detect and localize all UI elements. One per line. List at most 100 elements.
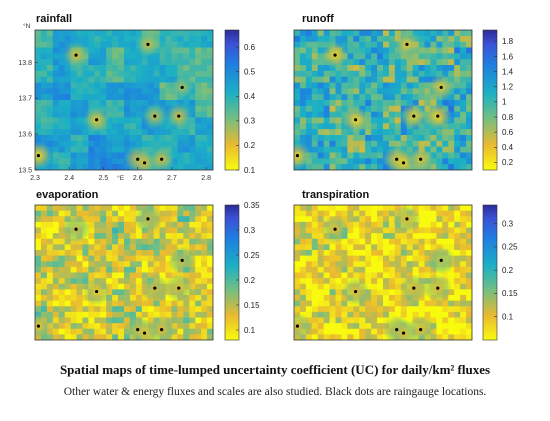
heatmap-cell xyxy=(365,70,372,78)
heatmap-cell xyxy=(311,146,319,154)
heatmap-cell xyxy=(135,233,143,240)
heatmap-cell xyxy=(388,205,396,212)
heatmap-field xyxy=(35,205,213,340)
heatmap-cell xyxy=(195,238,202,245)
heatmap-cell xyxy=(442,30,449,37)
heatmap-cell xyxy=(335,300,343,307)
heatmap-cell xyxy=(165,123,173,130)
heatmap-cell xyxy=(52,65,60,72)
heatmap-cell xyxy=(88,334,95,340)
heatmap-cell xyxy=(294,221,301,229)
heatmap-cell xyxy=(35,272,42,279)
heatmap-cell xyxy=(377,53,384,60)
heatmap-cell xyxy=(365,146,372,154)
heatmap-cell xyxy=(207,317,213,324)
heatmap-cell xyxy=(365,76,372,84)
heatmap-cell xyxy=(46,238,54,245)
colorbar: 0.10.150.20.250.30.35 xyxy=(224,201,260,341)
heatmap-cell xyxy=(460,283,467,290)
heatmap-cell xyxy=(52,47,60,54)
heatmap-cell xyxy=(424,295,432,302)
heatmap-cell xyxy=(46,47,54,54)
heatmap-cell xyxy=(165,210,173,217)
heatmap-cell xyxy=(454,221,461,229)
heatmap-cell xyxy=(323,146,331,154)
heatmap-cell xyxy=(100,323,107,330)
heatmap-cell xyxy=(400,88,408,95)
heatmap-cell xyxy=(448,278,455,285)
heatmap-field xyxy=(294,205,472,340)
heatmap-cell xyxy=(442,272,449,279)
heatmap-cell xyxy=(88,41,95,49)
heatmap-cell xyxy=(76,334,84,340)
heatmap-cell xyxy=(311,59,319,66)
heatmap-cell xyxy=(88,306,95,313)
heatmap-cell xyxy=(305,82,313,89)
heatmap-cell xyxy=(365,88,372,95)
heatmap-cell xyxy=(195,111,202,119)
heatmap-cell xyxy=(329,210,337,217)
heatmap-cell xyxy=(189,266,196,274)
heatmap-cell xyxy=(341,65,348,72)
heatmap-cell xyxy=(94,221,101,229)
heatmap-cell xyxy=(76,111,84,119)
heatmap-cell xyxy=(70,255,78,262)
heatmap-cell xyxy=(88,317,95,324)
heatmap-cell xyxy=(129,53,137,60)
heatmap-cell xyxy=(118,233,125,240)
heatmap-cell xyxy=(195,261,202,268)
heatmap-cell xyxy=(454,250,461,257)
heatmap-cell xyxy=(189,47,196,54)
heatmap-cell xyxy=(147,306,155,313)
heatmap-cell xyxy=(82,140,89,148)
heatmap-cell xyxy=(183,300,190,307)
heatmap-cell xyxy=(365,250,372,257)
heatmap-cell xyxy=(466,272,472,279)
heatmap-cell xyxy=(165,100,173,107)
heatmap-cell xyxy=(207,111,213,119)
heatmap-cell xyxy=(466,227,472,234)
colorbar-tick-label: 0.4 xyxy=(244,92,256,101)
heatmap-cell xyxy=(35,30,42,37)
heatmap-cell xyxy=(159,88,167,95)
heatmap-cell xyxy=(58,233,66,240)
heatmap-cell xyxy=(383,123,390,130)
heatmap-cell xyxy=(317,41,325,49)
heatmap-cell xyxy=(88,233,95,240)
heatmap-cell xyxy=(359,205,366,212)
panel-title: transpiration xyxy=(302,189,370,201)
heatmap-cell xyxy=(466,283,472,290)
heatmap-cell xyxy=(317,111,325,119)
heatmap-cell xyxy=(347,221,354,229)
heatmap-cell xyxy=(412,94,420,101)
heatmap-cell xyxy=(46,123,54,130)
heatmap-cell xyxy=(94,238,101,245)
heatmap-cell xyxy=(329,88,337,95)
heatmap-cell xyxy=(335,30,343,37)
heatmap-cell xyxy=(442,334,449,340)
heatmap-cell xyxy=(371,117,378,124)
heatmap-cell xyxy=(94,311,101,319)
heatmap-cell xyxy=(424,76,432,84)
heatmap-cell xyxy=(311,41,319,49)
heatmap-cell xyxy=(40,233,48,240)
heatmap-cell xyxy=(100,94,107,101)
heatmap-cell xyxy=(454,272,461,279)
heatmap-cell xyxy=(201,117,208,124)
heatmap-cell xyxy=(40,283,48,290)
gauge-halo xyxy=(147,145,176,170)
heatmap-cell xyxy=(305,255,313,262)
heatmap-cell xyxy=(353,70,360,78)
heatmap-cell xyxy=(124,111,131,119)
heatmap-cell xyxy=(124,278,131,285)
heatmap-cell xyxy=(460,306,467,313)
heatmap-cell xyxy=(159,300,167,307)
heatmap-cell xyxy=(141,94,149,101)
heatmap-cell xyxy=(311,164,319,170)
heatmap-cell xyxy=(430,53,437,60)
heatmap-cell xyxy=(171,30,178,37)
heatmap-cell xyxy=(207,123,213,130)
heatmap-cell xyxy=(94,152,101,159)
heatmap-cell xyxy=(88,94,95,101)
heatmap-cell xyxy=(317,53,325,60)
